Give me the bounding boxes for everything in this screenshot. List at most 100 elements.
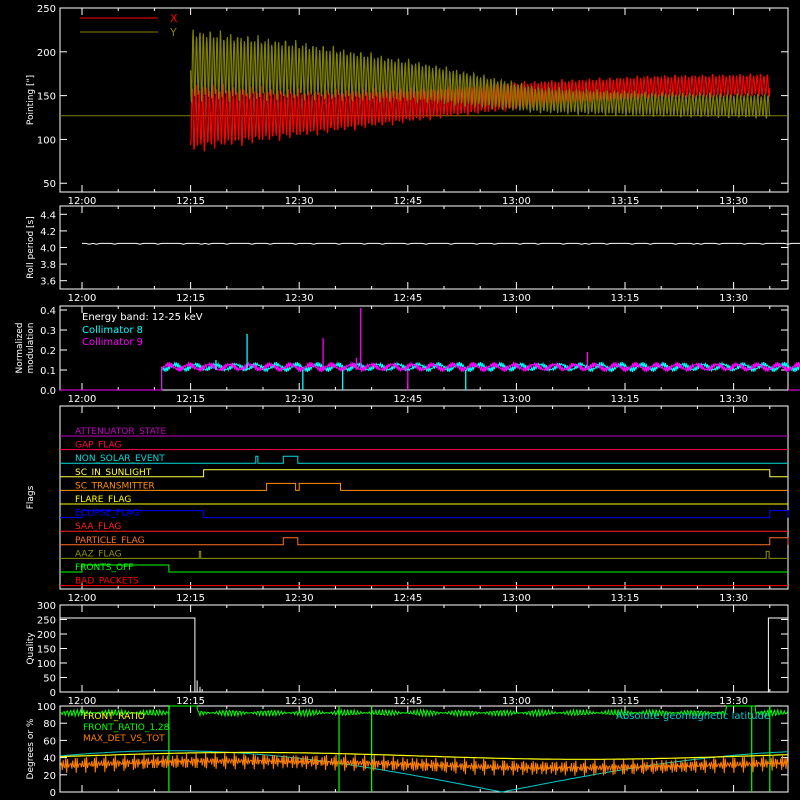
pointing-series-Y bbox=[190, 29, 771, 119]
x-tick-label: 12:45 bbox=[393, 394, 422, 405]
y-tick-label: 50 bbox=[43, 674, 56, 685]
x-tick-label: 13:00 bbox=[502, 394, 531, 405]
flags-panel: 12:00 12:15 12:30 12:45 13:00 13:15 13:30 Flags… bbox=[26, 405, 789, 604]
flag-label: SC_IN_SUNLIGHT bbox=[75, 468, 152, 478]
flag-label: NON_SOLAR_EVENT bbox=[75, 454, 165, 464]
y-tick-label: 250 bbox=[37, 4, 56, 15]
y-tick-label: 0.0 bbox=[40, 386, 56, 397]
y-axis-label: Degrees or % bbox=[26, 718, 36, 779]
roll-series bbox=[82, 242, 800, 245]
flag-label: SAA_FLAG bbox=[75, 522, 121, 532]
modulation-frame bbox=[59, 305, 789, 391]
flag-label: AAZ_FLAG bbox=[75, 549, 122, 559]
x-tick-label: 12:30 bbox=[285, 593, 314, 604]
quality-series bbox=[60, 617, 788, 693]
x-tick-label: 12:15 bbox=[176, 696, 205, 707]
y-tick-label: 100 bbox=[37, 135, 56, 146]
legend-label: Absolute geomagnetic latitude bbox=[616, 711, 770, 722]
x-tick-label: 12:30 bbox=[285, 696, 314, 707]
y-tick-label: 300 bbox=[37, 601, 56, 612]
flag-label: GAP_FLAG bbox=[75, 441, 121, 451]
flag-line bbox=[60, 455, 788, 464]
x-tick-label: 13:00 bbox=[502, 593, 531, 604]
y-axis-label: Pointing ["] bbox=[26, 75, 36, 125]
y-tick-label: 0 bbox=[50, 688, 56, 699]
y-tick-label: 0.2 bbox=[40, 346, 56, 357]
y-tick-label: 150 bbox=[37, 645, 56, 656]
x-tick-label: 13:15 bbox=[611, 196, 640, 207]
x-tick-label: 12:00 bbox=[68, 394, 97, 405]
y-tick-label: 200 bbox=[37, 48, 56, 59]
flag-label: FLARE_FLAG bbox=[75, 495, 131, 505]
x-tick-label: 12:45 bbox=[393, 593, 422, 604]
flag-label: ATTENUATOR_STATE bbox=[75, 427, 167, 437]
front-ratio-series bbox=[60, 751, 788, 760]
x-tick-label: 12:15 bbox=[176, 593, 205, 604]
y-tick-label: 4.0 bbox=[40, 244, 56, 255]
front-ratio-128-series bbox=[60, 705, 788, 718]
y-axis-label: Flags bbox=[26, 485, 36, 509]
flag-label: BAD_PACKETS bbox=[75, 577, 139, 587]
x-tick-label: 13:00 bbox=[502, 196, 531, 207]
x-tick-label: 13:30 bbox=[719, 293, 748, 304]
pointing-frame bbox=[59, 7, 789, 193]
x-tick-label: 13:30 bbox=[719, 196, 748, 207]
x-tick-label: 13:00 bbox=[502, 696, 531, 707]
y-tick-label: 4.4 bbox=[40, 210, 56, 221]
x-tick-label: 13:30 bbox=[719, 593, 748, 604]
legend-label: Y bbox=[169, 26, 177, 39]
x-tick-label: 12:30 bbox=[285, 394, 314, 405]
y-tick-label: 4.2 bbox=[40, 227, 56, 238]
modulation-series bbox=[60, 360, 800, 391]
flag-label: SC_TRANSMITTER bbox=[75, 481, 155, 491]
y-tick-label: 60 bbox=[43, 736, 56, 747]
y-tick-label: 50 bbox=[43, 179, 56, 190]
x-tick-label: 13:15 bbox=[611, 593, 640, 604]
y-tick-label: 100 bbox=[37, 702, 56, 713]
x-tick-label: 12:00 bbox=[68, 196, 97, 207]
flag-label: ECLIPSE_FLAG bbox=[75, 509, 139, 519]
quality-panel: 12:00 12:15 12:30 12:45 13:00 13:15 13:30 0 50 10… bbox=[26, 601, 789, 707]
max-det-series bbox=[60, 752, 789, 776]
x-tick-label: 12:45 bbox=[393, 196, 422, 207]
x-tick-label: 12:45 bbox=[393, 293, 422, 304]
x-tick-label: 12:30 bbox=[285, 293, 314, 304]
y-tick-label: 40 bbox=[43, 754, 56, 765]
modulation-series bbox=[60, 360, 800, 391]
y-tick-label: 250 bbox=[37, 616, 56, 627]
y-tick-label: 0 bbox=[50, 788, 56, 799]
y-tick-label: 3.8 bbox=[40, 260, 56, 271]
bottom-frame bbox=[59, 705, 789, 793]
y-axis-label: modulation bbox=[26, 323, 36, 374]
x-tick-label: 12:45 bbox=[393, 696, 422, 707]
y-tick-label: 20 bbox=[43, 771, 56, 782]
y-tick-label: 0.1 bbox=[40, 366, 56, 377]
y-axis-label: Quality bbox=[26, 632, 36, 665]
pointing-panel: 12:00 12:15 12:30 12:45 13:00 13:15 13:30 50 100… bbox=[26, 4, 789, 207]
y-tick-label: 3.6 bbox=[40, 277, 56, 288]
legend-label: MAX_DET_VS_TOT bbox=[83, 734, 165, 744]
x-tick-label: 13:15 bbox=[611, 293, 640, 304]
x-tick-label: 12:30 bbox=[285, 196, 314, 207]
flag-line bbox=[60, 482, 788, 491]
roll-panel: 12:00 12:15 12:30 12:45 13:00 13:15 13:30 3.6 3.… bbox=[26, 205, 800, 304]
x-tick-label: 12:15 bbox=[176, 196, 205, 207]
x-tick-label: 13:15 bbox=[611, 394, 640, 405]
x-tick-label: 12:00 bbox=[68, 593, 97, 604]
flag-line bbox=[60, 510, 789, 519]
legend-label: X bbox=[170, 12, 178, 25]
modulation-panel: 12:00 12:15 12:30 12:45 13:00 13:15 13:30 0.0 0.… bbox=[15, 305, 800, 405]
x-tick-label: 13:15 bbox=[611, 696, 640, 707]
y-tick-label: 150 bbox=[37, 92, 56, 103]
flag-label: PARTICLE_FLAG bbox=[75, 536, 145, 546]
y-axis-label: Roll period [s] bbox=[26, 216, 36, 278]
flag-line bbox=[60, 564, 788, 573]
legend-label: Collimator 8 bbox=[82, 325, 143, 336]
flags-frame bbox=[59, 405, 789, 590]
legend-label: Collimator 9 bbox=[82, 337, 143, 348]
x-tick-label: 12:00 bbox=[68, 696, 97, 707]
y-tick-label: 200 bbox=[37, 630, 56, 641]
x-tick-label: 13:30 bbox=[719, 696, 748, 707]
